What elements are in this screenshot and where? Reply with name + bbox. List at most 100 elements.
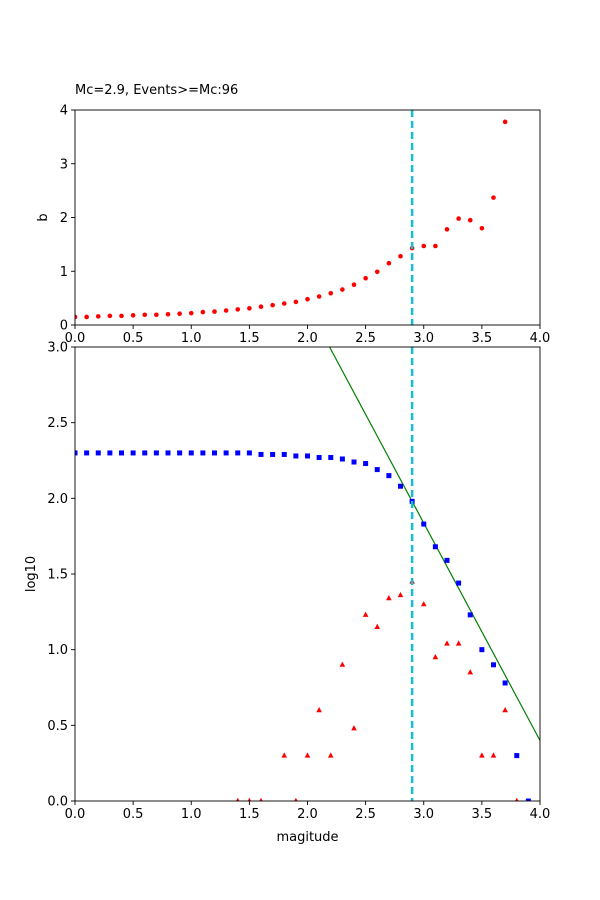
cumulative-count-point <box>281 451 287 457</box>
cumulative-count-point <box>95 450 101 456</box>
noncumulative-count-point <box>432 654 439 660</box>
b-value-point <box>270 302 275 308</box>
b-value-point <box>84 314 89 320</box>
cumulative-count-point <box>177 450 183 456</box>
cumulative-count-point <box>479 647 485 653</box>
y-tick-label: 3.0 <box>47 341 68 356</box>
b-value-point <box>165 311 171 317</box>
noncumulative-count-point <box>502 707 508 713</box>
b-value-point <box>223 308 229 313</box>
x-tick-label: 1.5 <box>239 807 260 822</box>
x-tick-label: 0.5 <box>123 331 144 346</box>
cumulative-count-point <box>165 450 171 456</box>
b-value-point <box>433 243 438 249</box>
noncumulative-count-point <box>420 601 427 607</box>
cumulative-count-point <box>200 450 206 456</box>
y-tick-label: 1 <box>60 265 68 280</box>
y-tick-label: 2 <box>60 211 68 226</box>
x-tick-label: 3.0 <box>413 807 434 822</box>
x-tick-label: 4.0 <box>530 331 551 346</box>
noncumulative-count-point <box>386 595 392 601</box>
b-value-point <box>340 287 345 292</box>
x-tick-label: 1.0 <box>181 331 202 346</box>
plots-layer: 0.0 0.5 1.0 1.5 2.0 2.5 3.0 3.5 4.0 0 1 2 3 4 b Mc=2.9,… <box>24 83 550 845</box>
noncumulative-count-point <box>294 797 298 801</box>
x-tick-label: 1.0 <box>181 807 202 822</box>
x-tick-label: 3.5 <box>472 331 493 346</box>
y-tick-label: 0 <box>60 319 68 334</box>
b-value-point <box>142 312 148 318</box>
noncumulative-count-point <box>259 797 263 801</box>
cumulative-count-point <box>386 473 392 479</box>
cumulative-count-point <box>119 450 124 456</box>
b-value-point <box>95 314 101 319</box>
noncumulative-count-point <box>236 797 240 801</box>
b-value-point <box>200 309 206 315</box>
cumulative-count-point <box>188 450 194 456</box>
b-value-point <box>479 225 485 231</box>
cumulative-count-point <box>246 450 252 456</box>
b-value-point <box>374 269 380 275</box>
noncumulative-count-point <box>304 752 311 758</box>
x-tick-label: 1.5 <box>239 331 260 346</box>
cumulative-count-point <box>491 662 496 668</box>
x-tick-label: 0.5 <box>123 807 144 822</box>
x-tick-label: 2.5 <box>355 331 376 346</box>
x-axis-label: magitude <box>276 830 338 845</box>
noncumulative-count-point <box>444 640 450 646</box>
cumulative-count-point <box>502 680 508 686</box>
cumulative-count-point <box>107 450 113 456</box>
noncumulative-count-point <box>490 752 497 758</box>
x-tick-label: 0.0 <box>65 807 86 822</box>
noncumulative-count-point <box>247 797 252 801</box>
cumulative-count-point <box>142 450 148 456</box>
y-tick-label: 0.5 <box>47 719 68 734</box>
b-value-point <box>421 243 427 249</box>
cumulative-count-point <box>223 450 229 456</box>
b-value-point <box>154 312 159 318</box>
y-axis-label: log10 <box>24 556 39 592</box>
b-value-point <box>235 307 241 312</box>
cumulative-count-point <box>444 557 450 563</box>
noncumulative-count-point <box>397 591 404 598</box>
noncumulative-count-point <box>467 669 474 675</box>
cumulative-count-point <box>270 451 276 457</box>
y-axis-label: b <box>36 213 51 221</box>
noncumulative-count-point <box>327 752 334 758</box>
b-value-point <box>502 119 508 125</box>
cumulative-count-point <box>212 450 217 456</box>
x-tick-label: 0.0 <box>65 331 86 346</box>
subplot-1: 0.0 0.5 1.0 1.5 2.0 2.5 3.0 3.5 4.0 0 1 2 3 4 b Mc=2.9,… <box>36 83 550 346</box>
b-value-point <box>293 299 299 305</box>
noncumulative-count-point <box>281 752 288 758</box>
b-value-point <box>281 301 287 306</box>
cumulative-count-point <box>374 467 380 473</box>
cumulative-count-point <box>398 483 403 489</box>
b-value-point <box>305 296 310 302</box>
cumulative-count-point <box>363 461 369 467</box>
b-value-point <box>75 314 78 320</box>
cumulative-count-point <box>75 450 78 456</box>
y-tick-label: 3 <box>60 157 68 172</box>
b-value-point <box>258 304 264 310</box>
x-tick-label: 2.0 <box>297 331 318 346</box>
x-tick-label: 2.0 <box>297 807 318 822</box>
noncumulative-count-point <box>316 707 322 713</box>
y-tick-label: 4 <box>60 104 68 119</box>
b-value-point <box>363 275 368 281</box>
cumulative-count-point <box>339 456 345 462</box>
y-tick-label: 1.0 <box>47 643 68 658</box>
b-value-point <box>119 313 124 319</box>
noncumulative-count-point <box>362 611 369 617</box>
b-value-point <box>386 260 392 266</box>
cumulative-count-point <box>351 459 357 465</box>
cumulative-count-point <box>525 798 531 801</box>
cumulative-count-point <box>293 453 299 459</box>
b-value-point <box>398 253 403 259</box>
b-value-point <box>130 313 136 318</box>
b-value-point <box>247 306 252 311</box>
cumulative-count-point <box>328 454 334 460</box>
cumulative-count-point <box>421 521 427 527</box>
b-value-point <box>351 282 357 287</box>
b-value-point <box>177 311 182 317</box>
